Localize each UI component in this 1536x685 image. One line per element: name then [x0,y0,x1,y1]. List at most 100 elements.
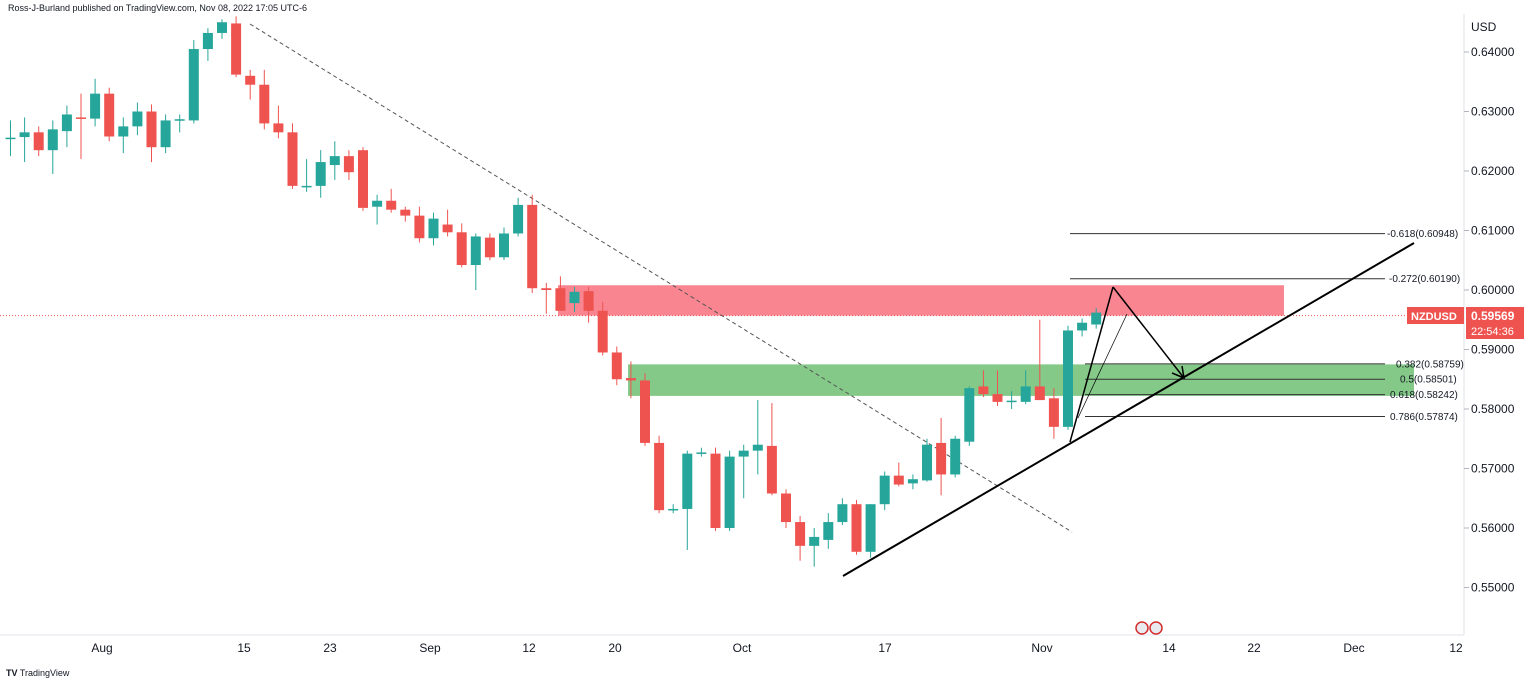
candle-body [1006,400,1017,403]
drawings-layer: -0.618(0.60948) -0.272(0.60190) 0.382(0.58… [0,23,1464,533]
uptrend-line [842,242,1415,577]
fib-level-label: 0.786(0.57874) [1390,412,1458,423]
overlay-layer [842,242,1415,577]
candle-body [922,444,932,481]
price-tick-label: 0.62000 [1471,164,1515,178]
tradingview-footer: TV TradingView [6,668,69,678]
candle-body [358,150,368,208]
us-flag-icon[interactable] [1135,621,1149,635]
candle-body [202,32,213,50]
tradingview-brand: TradingView [19,668,70,678]
candle-body [907,479,918,484]
candle-body [33,132,44,151]
candle-body [61,114,72,132]
time-tick-label: 15 [237,641,251,655]
downtrend-line [249,23,1073,533]
price-tick-label: 0.57000 [1471,462,1515,476]
candle-body [301,185,312,188]
time-tick-label: Nov [1031,641,1052,655]
price-tick-label: 0.59000 [1471,343,1515,357]
symbol-tag-bg [1407,307,1464,324]
candle-body [499,233,509,258]
candle-body [329,156,340,166]
candle-body [273,123,284,133]
candle-body [752,444,763,451]
candle-body [231,23,242,75]
candle-body [217,22,227,33]
currency-label: USD [1471,20,1497,34]
us-flag-icons[interactable] [1135,621,1163,635]
candle-body [893,475,904,485]
published-caption: Ross-J-Burland published on TradingView.… [8,3,307,13]
price-tag-value: 0.59569 [1471,309,1515,323]
candle-body [1077,322,1088,331]
candle-body [625,378,636,381]
fib-level-label: -0.272(0.60190) [1389,274,1460,285]
candle-body [104,93,115,137]
candle-body [950,438,961,475]
candle-body [287,132,298,186]
candle-body [428,218,439,239]
candle-body [118,126,129,137]
candle-body [978,386,989,395]
candle-body [1063,330,1073,427]
candle-body [710,453,721,528]
price-tick-label: 0.63000 [1471,105,1515,119]
candle-body [837,504,848,523]
candle-body [583,291,594,311]
candle-body [174,119,185,121]
resistance-zone [558,285,1284,316]
candle-body [992,394,1003,402]
tradingview-logo-icon: TV [6,668,18,678]
candle-body [90,93,101,119]
time-tick-label: Dec [1343,641,1364,655]
time-tick-label: Sep [419,641,441,655]
price-tag: NZDUSD 0.59569 22:54:36 [1407,307,1524,339]
candle-body [442,224,453,233]
candle-body [188,49,199,121]
candle-body [132,111,143,127]
candle-body [414,215,425,239]
candle-body [1034,386,1045,401]
candle-body [936,442,947,475]
candle-body [823,522,834,540]
fib-level-label: 0.5(0.58501) [1400,375,1457,386]
price-tick-label: 0.58000 [1471,402,1515,416]
candle-body [5,137,16,140]
price-tick-label: 0.56000 [1471,521,1515,535]
time-tick-label: 20 [608,641,622,655]
candle-body [541,288,552,290]
candle-body [386,200,397,210]
candle-body [738,450,749,457]
candle-body [865,504,876,552]
candle-body [795,522,806,546]
candle-body [245,75,256,85]
time-tick-label: 14 [1162,641,1176,655]
price-tick-label: 0.55000 [1471,581,1515,595]
candle-body [47,129,58,151]
candle-body [372,200,383,207]
candles-layer [5,16,1102,567]
candle-body [851,504,862,552]
price-tick-label: 0.60000 [1471,283,1515,297]
time-tick-label: 17 [878,641,892,655]
time-tick-label: Oct [733,641,752,655]
candle-body [597,310,608,353]
time-axis[interactable]: Aug 15 23 Sep 12 20 Oct 17 Nov 14 22 Dec 12 [91,641,1463,655]
candle-body [640,380,650,443]
candle-body [879,475,890,505]
projection-leg-down [1112,286,1185,379]
price-axis[interactable]: 0.64000 0.63000 0.62000 0.61000 0.60000 0.590… [1464,45,1515,595]
candle-body [19,132,30,138]
candle-body [781,493,791,523]
time-tick-label: 23 [323,641,337,655]
candle-body [809,536,820,546]
candle-body [484,237,495,258]
projection-leg-up [1069,286,1114,443]
fib-level-label: 0.382(0.58759) [1396,359,1464,370]
candle-body [1048,398,1059,427]
us-flag-icon[interactable] [1149,621,1163,635]
candle-body [513,204,524,234]
candle-body [964,388,975,442]
